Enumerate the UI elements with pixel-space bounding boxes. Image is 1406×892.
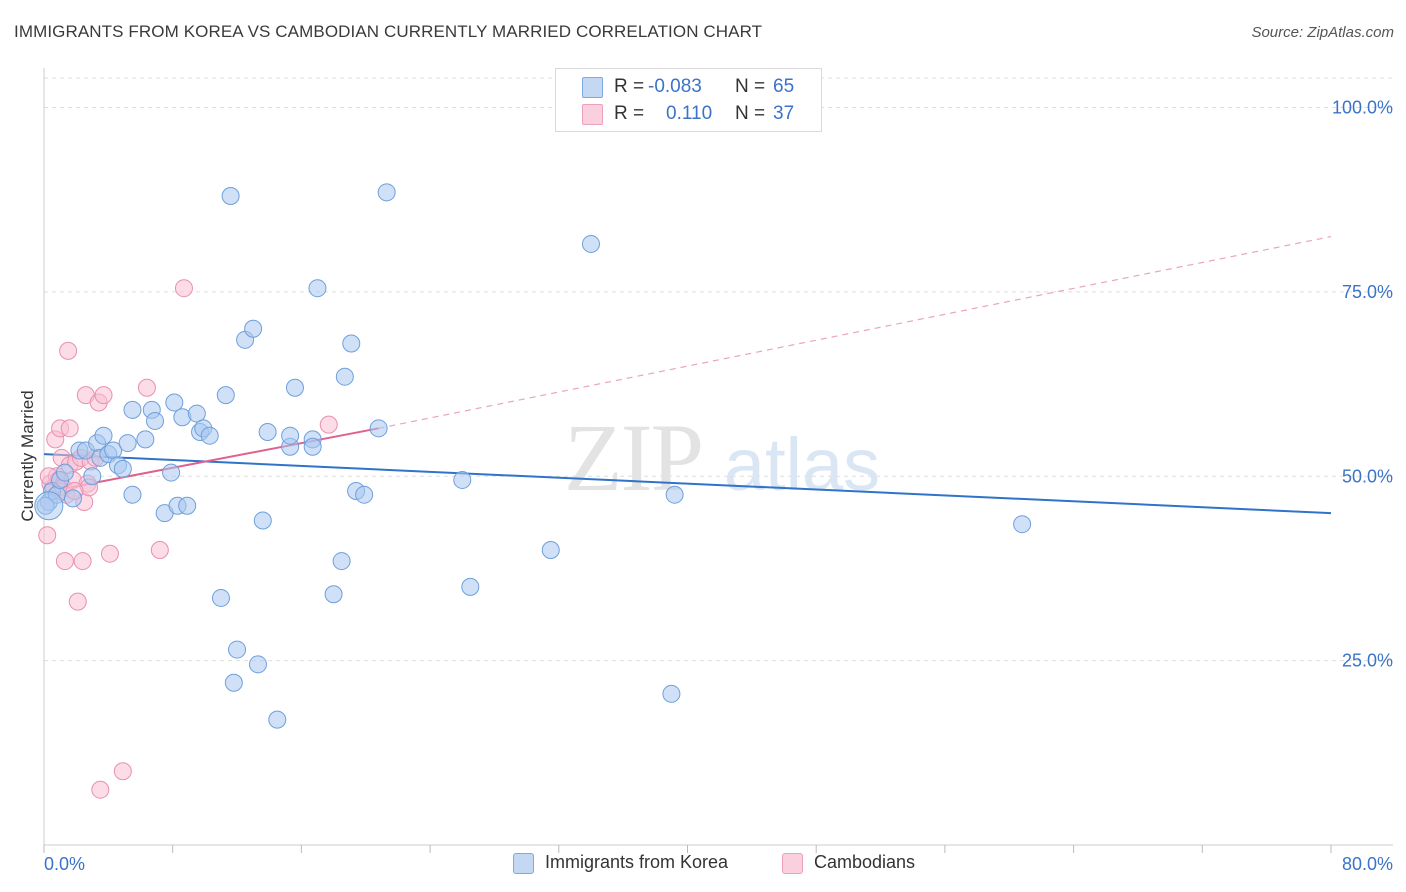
- korea-point: [162, 463, 181, 482]
- r-value: -0.083: [648, 76, 702, 97]
- y-tick-label: 75.0%: [1342, 282, 1393, 302]
- n-value: 65: [773, 76, 795, 97]
- korea-point: [281, 426, 300, 445]
- korea-point: [244, 319, 263, 338]
- cambodians-point: [38, 526, 57, 545]
- korea-swatch: [582, 77, 603, 98]
- korea-point: [248, 655, 267, 674]
- korea-point: [342, 334, 361, 353]
- korea-legend-swatch: [513, 853, 534, 874]
- cambodians-point: [100, 544, 119, 563]
- korea-point: [461, 577, 480, 596]
- n-label: N =: [735, 103, 766, 124]
- chart-source: Source: ZipAtlas.com: [1251, 24, 1394, 41]
- r-value: 0.110: [666, 103, 713, 124]
- korea-point: [55, 463, 74, 482]
- legend-label-cambodians: Cambodians: [814, 852, 916, 872]
- cambodians-point: [55, 552, 74, 571]
- axes: [43, 68, 1393, 853]
- korea-point: [303, 437, 322, 456]
- cambodians-legend-swatch: [782, 853, 803, 874]
- r-label: R =: [614, 76, 645, 97]
- y-tick-labels: 100.0% 75.0% 50.0% 25.0%: [1332, 98, 1393, 671]
- korea-point: [211, 588, 230, 607]
- korea-point: [258, 423, 277, 441]
- cambodians-point: [94, 386, 113, 405]
- korea-point: [253, 511, 272, 530]
- y-tick-label: 50.0%: [1342, 466, 1393, 486]
- cambodians-point: [60, 419, 79, 438]
- korea-point: [221, 187, 240, 205]
- watermark-atlas: atlas: [724, 423, 880, 506]
- korea-point: [453, 470, 472, 489]
- cambodians-point: [113, 762, 132, 781]
- korea-point: [228, 640, 247, 659]
- cambodians-point: [91, 780, 110, 799]
- korea-point: [224, 673, 243, 692]
- korea-point: [123, 485, 142, 504]
- korea-point-cluster: [34, 491, 64, 521]
- korea-point: [123, 400, 142, 419]
- y-tick-label: 25.0%: [1342, 651, 1393, 671]
- y-tick-label: 100.0%: [1332, 98, 1393, 118]
- korea-point: [324, 585, 343, 604]
- cambodians-point: [150, 541, 169, 559]
- korea-point: [335, 367, 354, 386]
- trend-lines: [43, 235, 1332, 515]
- korea-point: [541, 541, 560, 559]
- cambodians-point: [68, 592, 87, 611]
- cambodians-trend-line: [43, 427, 379, 494]
- korea-point: [83, 467, 102, 486]
- korea-point: [665, 485, 684, 504]
- legend-label-korea: Immigrants from Korea: [545, 852, 729, 872]
- korea-point: [136, 430, 155, 449]
- cambodians-trend-extension: [378, 235, 1332, 429]
- cambodians-point: [319, 415, 338, 434]
- korea-point: [118, 434, 137, 453]
- cambodians-point: [73, 552, 92, 571]
- korea-point: [355, 485, 374, 504]
- series-legend: Immigrants from Korea Cambodians: [0, 852, 1406, 876]
- n-value: 37: [773, 103, 795, 124]
- gridlines: [44, 77, 1393, 662]
- korea-point: [165, 393, 184, 412]
- korea-point: [1013, 515, 1032, 534]
- cambodians-point: [59, 341, 78, 360]
- n-label: N =: [735, 76, 766, 97]
- korea-point: [178, 496, 197, 515]
- korea-point: [285, 378, 304, 397]
- cambodians-point: [137, 378, 156, 397]
- korea-point: [146, 411, 165, 430]
- korea-point: [308, 279, 327, 298]
- chart-title: IMMIGRANTS FROM KOREA VS CAMBODIAN CURRE…: [14, 22, 763, 41]
- korea-point: [581, 234, 600, 253]
- cambodians-point: [174, 279, 193, 298]
- korea-point: [268, 710, 287, 729]
- korea-point: [113, 459, 132, 478]
- korea-point: [377, 183, 396, 202]
- cambodians-swatch: [582, 104, 603, 125]
- x-tick-label-min: 0.0%: [44, 854, 85, 874]
- korea-point: [94, 426, 113, 445]
- korea-point: [662, 684, 681, 703]
- korea-point: [63, 489, 82, 508]
- korea-trend-line: [43, 453, 1332, 515]
- korea-point: [369, 419, 388, 438]
- korea-point: [200, 426, 219, 445]
- x-tick-label-max: 80.0%: [1342, 854, 1393, 874]
- stats-legend: R = -0.083 N = 65 R = 0.110 N = 37: [555, 68, 822, 132]
- korea-point: [216, 386, 235, 405]
- r-label: R =: [614, 103, 645, 124]
- korea-point: [332, 552, 351, 571]
- data-points: [34, 183, 1032, 799]
